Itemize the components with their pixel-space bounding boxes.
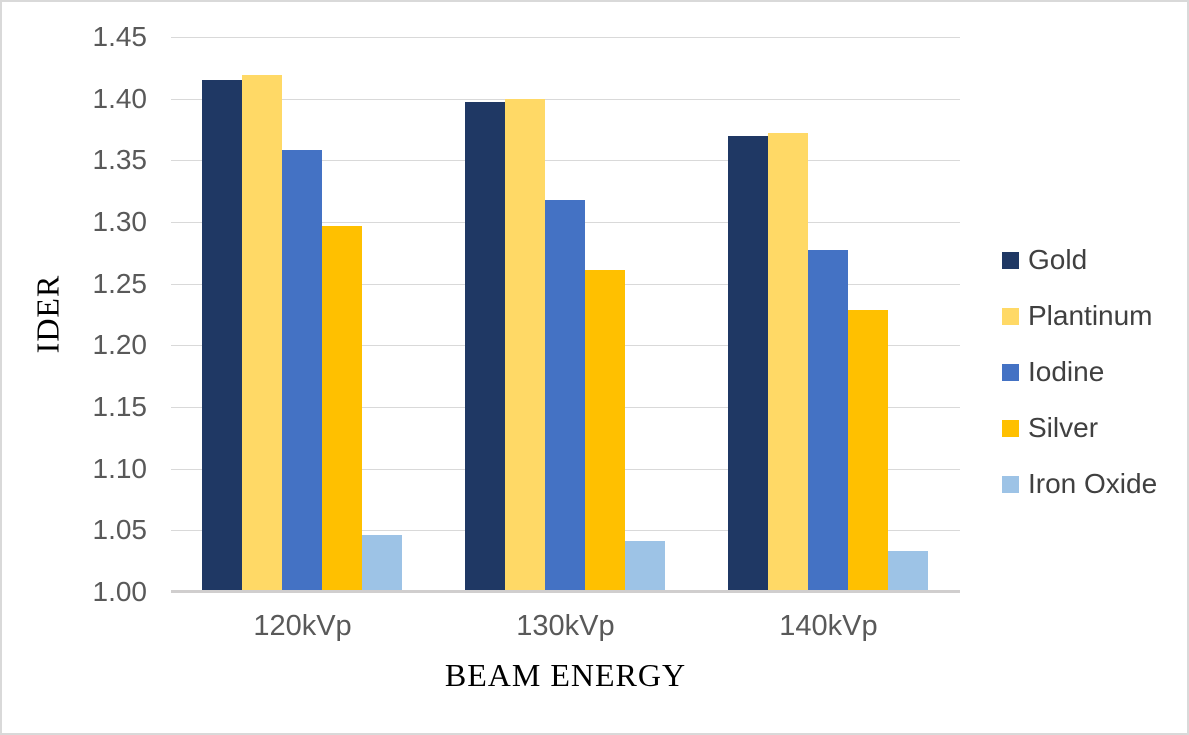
bar-gold: [202, 80, 243, 592]
bar-iron-oxide: [362, 535, 403, 592]
plot-area: [171, 37, 960, 593]
y-tick-label: 1.35: [92, 144, 148, 176]
legend-label: Iodine: [1028, 356, 1105, 387]
legend-item-silver: Silver: [1002, 412, 1157, 444]
legend-swatch-icon: [1002, 475, 1019, 493]
bar-gold: [728, 135, 769, 592]
legend-item-gold: Gold: [1002, 244, 1157, 276]
category-group-130kVp: [434, 37, 697, 592]
category-group-120kVp: [171, 37, 434, 592]
y-tick-label: 1.00: [92, 576, 148, 607]
bar-silver: [585, 270, 626, 592]
bar-cluster: [728, 37, 929, 592]
legend-swatch-icon: [1002, 251, 1019, 269]
legend-item-plantinum: Plantinum: [1002, 300, 1157, 332]
y-tick-label: 1.45: [92, 21, 148, 52]
gridline: [171, 37, 960, 38]
bar-iron-oxide: [888, 551, 929, 592]
x-axis-line: [171, 590, 960, 593]
bar-iodine: [808, 250, 849, 592]
legend-label: Iron Oxide: [1028, 468, 1158, 499]
x-axis-title: BEAM ENERGY: [444, 657, 687, 693]
legend-item-iodine: Iodine: [1002, 356, 1157, 388]
category-group-140kVp: [697, 37, 960, 592]
x-tick-label: 140kVp: [779, 610, 878, 642]
legend-swatch-icon: [1002, 307, 1019, 325]
bar-silver: [848, 309, 889, 592]
bar-iron-oxide: [625, 541, 666, 592]
gridline: [171, 160, 960, 162]
bar-cluster: [202, 37, 403, 592]
x-tick-label: 130kVp: [516, 610, 615, 642]
legend-label: Silver: [1028, 412, 1099, 443]
bar-plantinum: [768, 133, 809, 592]
y-tick-label: 1.15: [92, 391, 148, 423]
y-tick-label: 1.30: [92, 206, 148, 238]
bar-iodine: [545, 199, 586, 592]
bar-silver: [322, 225, 363, 592]
bar-gold: [465, 102, 506, 592]
y-tick-label: 1.40: [92, 82, 148, 114]
gridline: [171, 98, 960, 100]
y-tick-label: 1.10: [92, 452, 148, 484]
bar-cluster: [465, 37, 666, 592]
bar-plantinum: [505, 98, 546, 592]
y-tick-label: 1.20: [92, 329, 148, 361]
bar-iodine: [282, 150, 323, 592]
x-axis-tick-labels: 120kVp 130kVp 140kVp: [171, 610, 960, 650]
legend-item-iron-oxide: Iron Oxide: [1002, 468, 1157, 500]
legend-label: Gold: [1028, 244, 1088, 275]
y-axis-tick-labels: 1.00 1.05 1.10 1.15 1.20 1.25 1.30 1.35 1.40 1.45: [2, 22, 148, 607]
y-tick-label: 1.05: [92, 514, 148, 546]
legend: Gold Plantinum Iodine Silver Iron Oxide: [1002, 244, 1157, 500]
legend-label: Plantinum: [1028, 300, 1153, 331]
bar-plantinum: [242, 75, 283, 592]
x-tick-label: 120kVp: [253, 610, 352, 642]
legend-swatch-icon: [1002, 419, 1019, 437]
legend-swatch-icon: [1002, 363, 1019, 381]
y-tick-label: 1.25: [92, 267, 148, 299]
